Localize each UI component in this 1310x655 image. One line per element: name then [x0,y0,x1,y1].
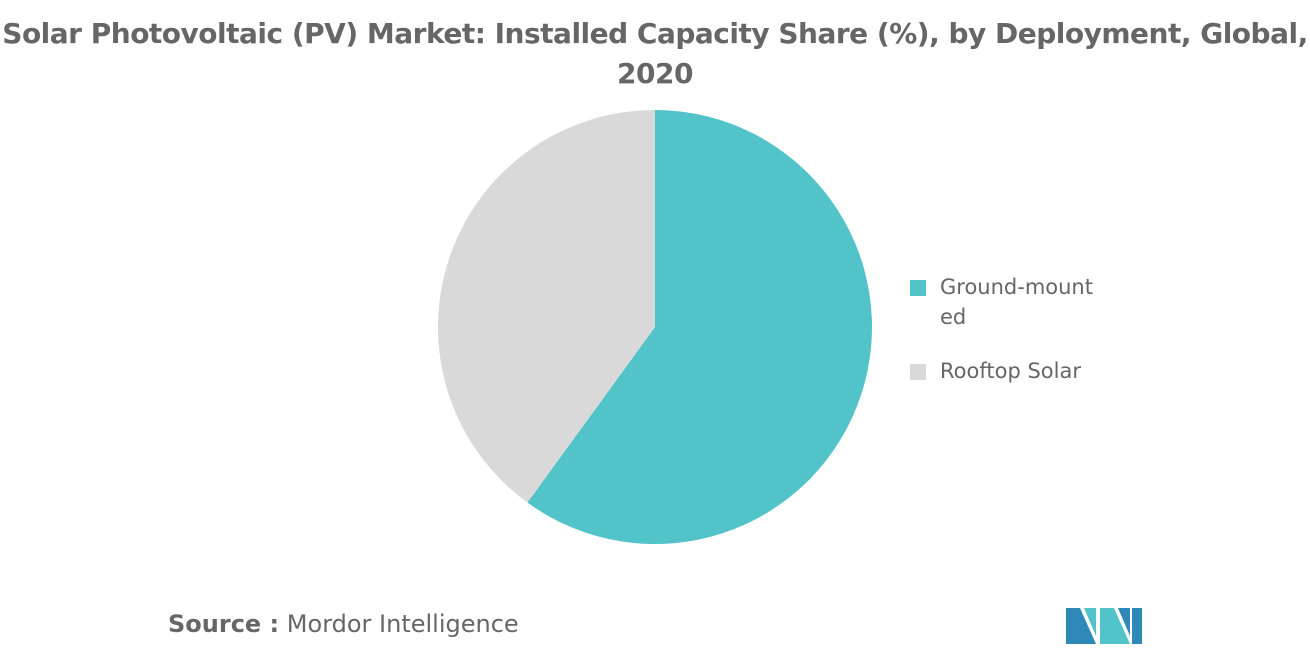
legend-label-rooftop-solar: Rooftop Solar [940,359,1081,383]
source-note: Source : Mordor Intelligence [168,606,519,642]
pie-slice-ground-mounted [527,110,873,544]
legend: Ground-mounted Rooftop Solar [910,272,1100,410]
legend-swatch-ground-mounted [910,280,926,296]
source-label: Source : [168,610,280,638]
source-text: Mordor Intelligence [286,610,519,638]
legend-swatch-rooftop-solar [910,364,926,380]
chart-title-line-2: 2020 [617,57,693,90]
chart-title-line-1: Solar Photovoltaic (PV) Market: Installe… [2,17,1308,50]
mordor-intelligence-logo [1066,608,1142,644]
chart-title: Solar Photovoltaic (PV) Market: Installe… [0,14,1310,94]
legend-item-ground-mounted: Ground-mounted [910,272,1100,332]
pie-slice-rooftop-solar [438,110,655,503]
legend-item-rooftop-solar: Rooftop Solar [910,356,1100,386]
legend-label-ground-mounted: Ground-mounted [940,275,1093,329]
